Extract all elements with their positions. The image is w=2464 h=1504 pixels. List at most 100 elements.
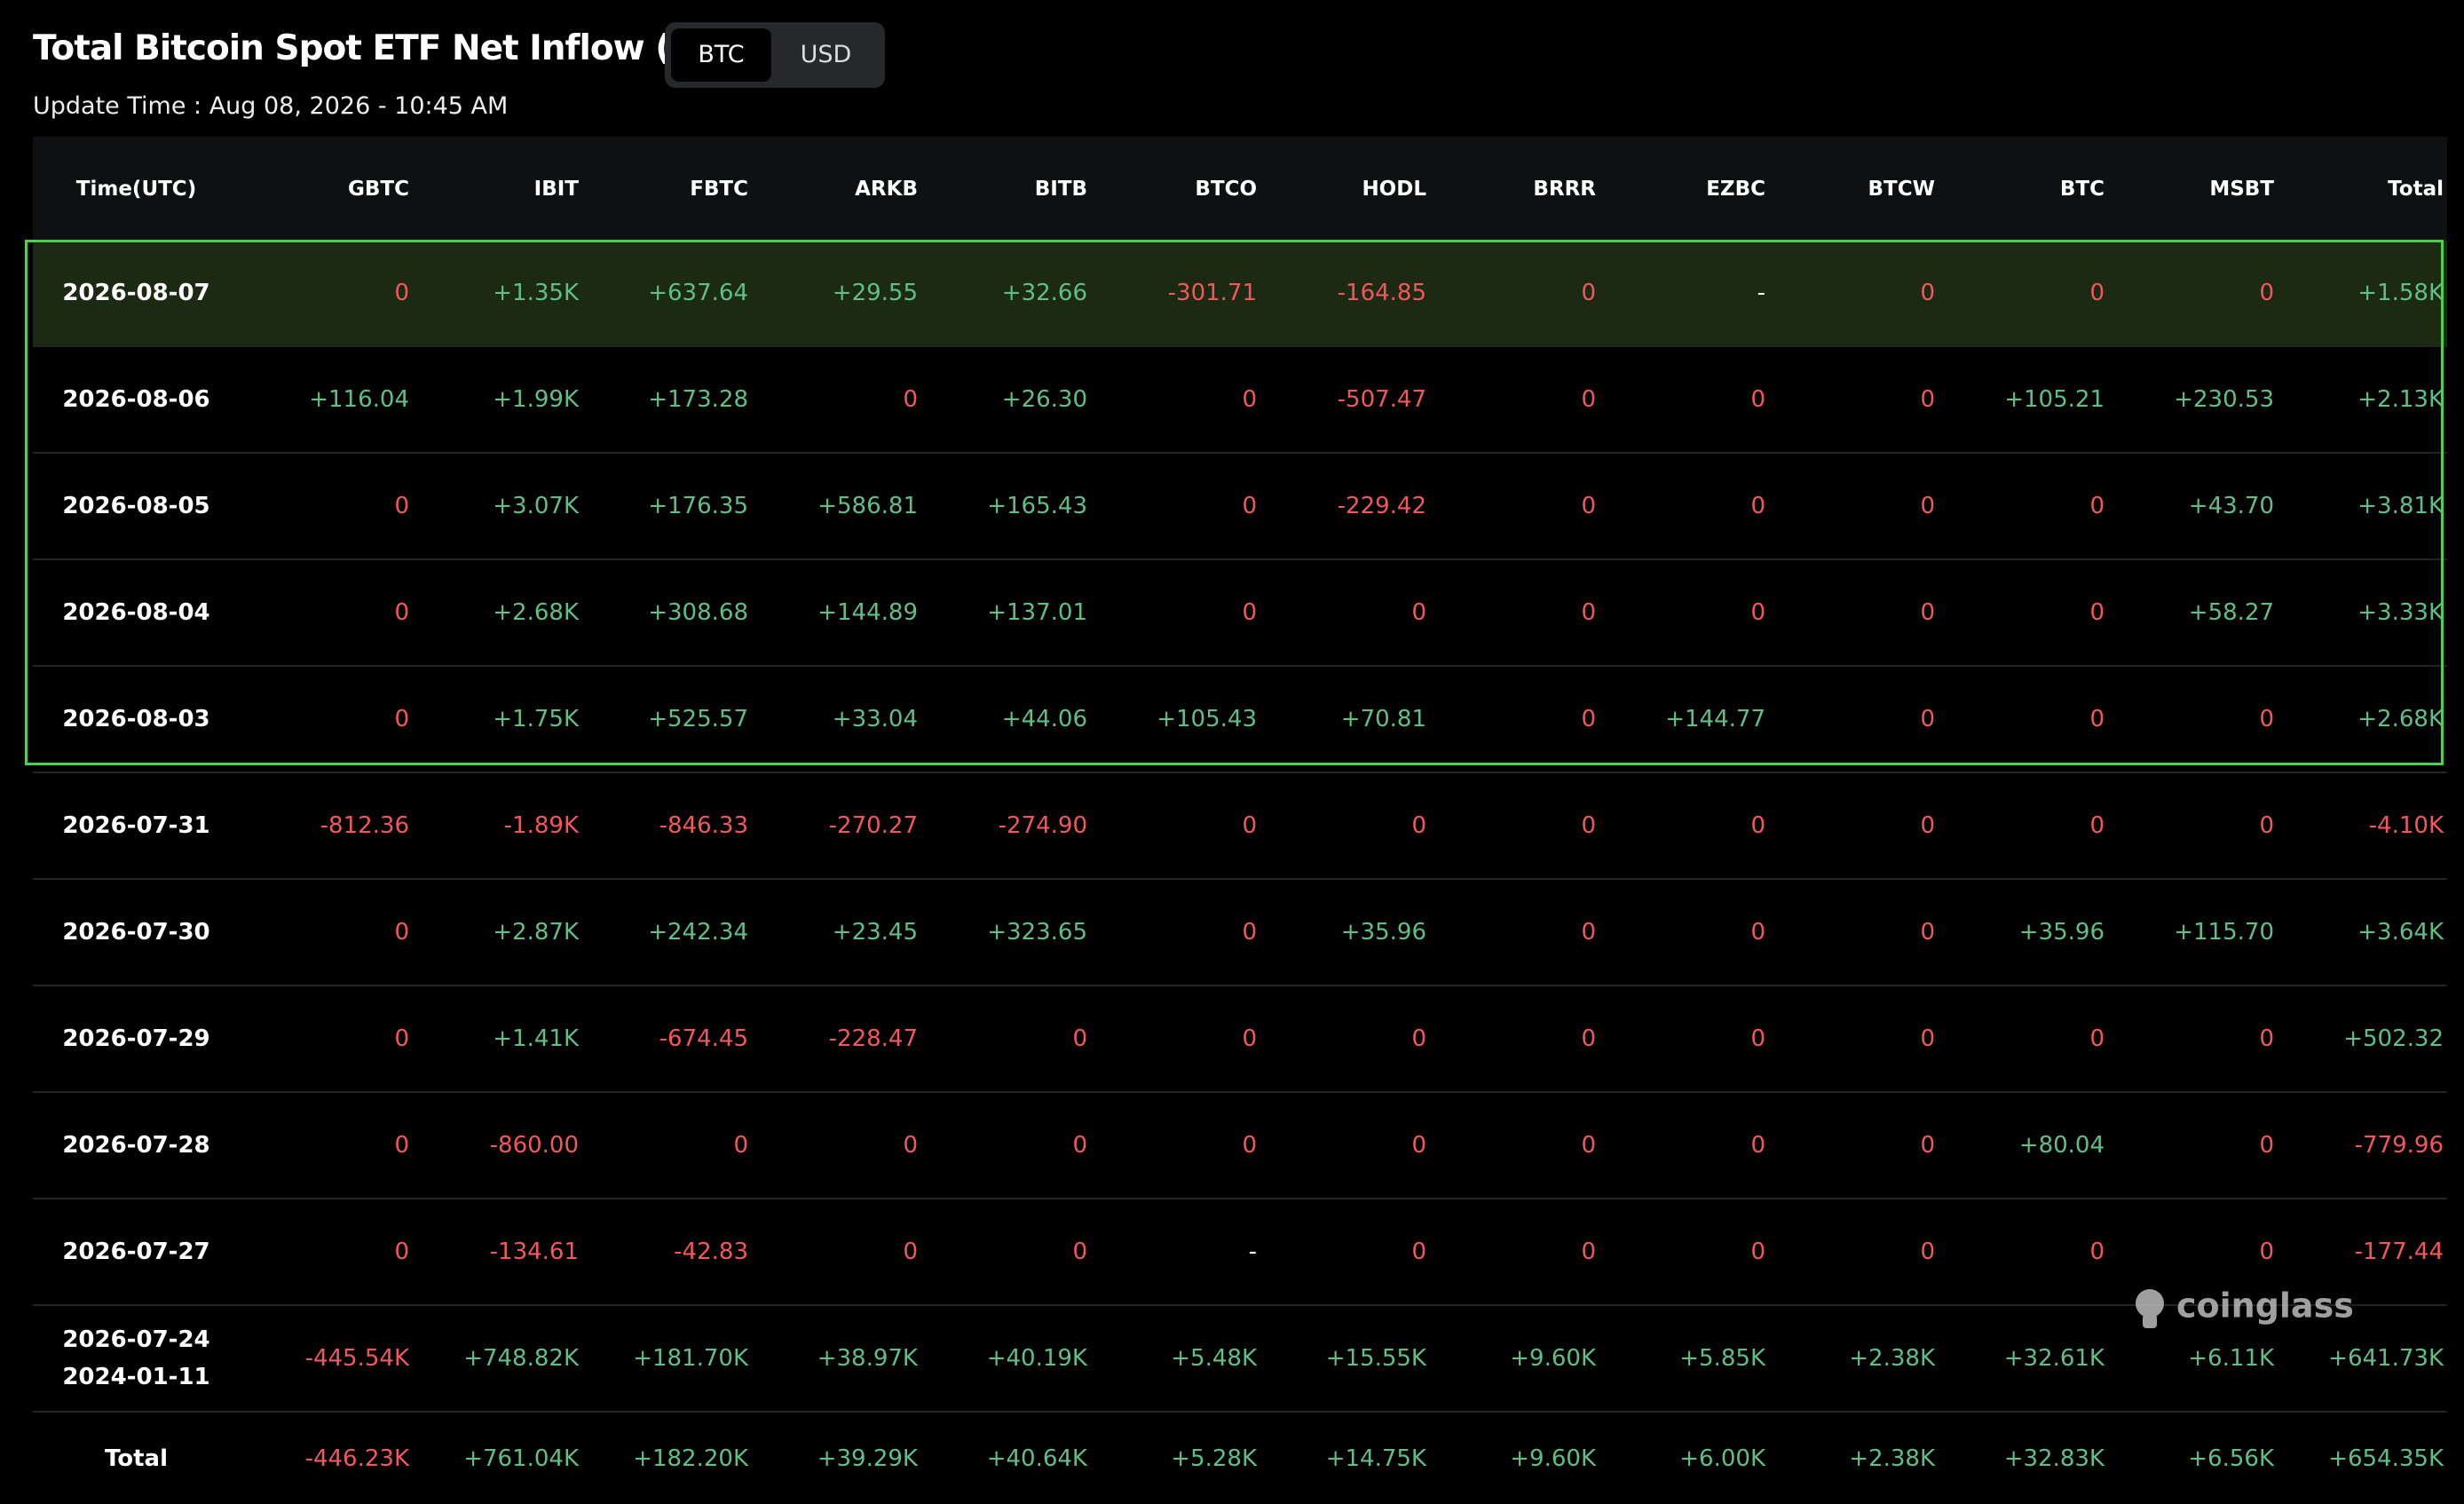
column-header: BTCW [1868,177,1935,201]
flow-value: 0 [1581,812,1596,839]
flow-value: 0 [1242,812,1257,839]
flow-value: -270.27 [828,812,918,839]
flow-value: +105.43 [1157,706,1257,732]
flow-value: 0 [394,919,409,946]
flow-value: 0 [2259,706,2274,732]
flow-value: 0 [1750,919,1765,946]
flow-value: +35.96 [1340,919,1426,946]
flow-value: 0 [2259,812,2274,839]
flow-value: 0 [1920,280,1935,306]
flow-value: +2.13K [2357,386,2444,413]
table-row: 2026-08-06 +116.04 +1.99K +173.28 0 +26.30 0 -5… [33,347,2447,454]
table-row: 2026-08-07 0 +1.35K +637.64 +29.55 +32.66 -301… [33,241,2447,347]
flow-value: -507.47 [1337,386,1426,413]
flow-value: +39.29K [817,1445,918,1472]
column-header: IBIT [533,177,579,201]
flow-value: 0 [1581,280,1596,306]
table-row: 2026-08-05 0 +3.07K +176.35 +586.81 +165.43 0 -… [33,454,2447,560]
column-header: MSBT [2209,177,2274,201]
toggle-usd[interactable]: USD [800,41,852,68]
table-row: 2026-08-03 0 +1.75K +525.57 +33.04 +44.06 +105… [33,667,2447,773]
flow-value: 0 [1750,493,1765,519]
flow-value: 0 [1072,1025,1087,1052]
flow-value: 0 [1581,493,1596,519]
flow-value: +105.21 [2004,386,2105,413]
flow-value: +761.04K [463,1445,579,1472]
column-header: BITB [1034,177,1087,201]
flow-value: 0 [903,1132,918,1159]
flow-value: +1.41K [493,1025,579,1052]
flow-value: -812.36 [320,812,409,839]
flow-value: -229.42 [1337,493,1426,519]
page-title: Total Bitcoin Spot ETF Net Inflow (BTC) [33,28,759,68]
flow-value: +3.07K [493,493,579,519]
date: 2026-07-28 [62,1132,210,1159]
flow-value: +144.89 [817,599,918,626]
flow-value: -228.47 [828,1025,918,1052]
flow-value: 0 [2259,1132,2274,1159]
flow-value: +43.70 [2188,493,2274,519]
unit-toggle: BTC USD [665,22,885,88]
flow-value: 0 [1411,1025,1426,1052]
flow-value: +2.87K [493,919,579,946]
table-row: 2026-07-31 -812.36 -1.89K -846.33 -270.27 -27… [33,773,2447,880]
column-header: Total [2388,177,2444,201]
column-header: EZBC [1706,177,1765,201]
date: Total [104,1445,169,1472]
flow-value: -446.23K [304,1445,409,1472]
flow-value: 0 [1411,1239,1426,1265]
watermark: coinglass [2130,1286,2354,1330]
flow-value: +1.99K [493,386,579,413]
flow-value: 0 [2089,493,2105,519]
flow-value: +33.04 [832,706,918,732]
flow-value: +144.77 [1665,706,1765,732]
flow-value: 0 [1750,386,1765,413]
flow-value: +6.00K [1679,1445,1765,1472]
flow-value: +3.64K [2357,919,2444,946]
flow-value: 0 [1920,599,1935,626]
flow-value: +15.55K [1325,1345,1426,1372]
flow-value: 0 [1920,1239,1935,1265]
update-time: Update Time : Aug 08, 2026 - 10:45 AM [33,92,509,120]
column-header: ARKB [855,177,918,201]
column-header: Time(UTC) [75,177,197,201]
date: 2026-07-30 [62,919,210,946]
flow-value: +137.01 [987,599,1087,626]
flow-value: +176.35 [648,493,748,519]
flow-value: -860.00 [489,1132,579,1159]
logo [2136,1289,2164,1328]
flow-value: 0 [1072,1239,1087,1265]
flow-value: 0 [2259,280,2274,306]
flow-value: +525.57 [648,706,748,732]
flow-value: +14.75K [1325,1445,1426,1472]
flow-value: 0 [1920,919,1935,946]
flow-value: 0 [1920,493,1935,519]
flow-value: 0 [1750,1025,1765,1052]
column-header: BRRR [1533,177,1596,201]
flow-value: +29.55 [832,280,918,306]
flow-value: 0 [733,1132,748,1159]
flow-value: -301.71 [1167,280,1257,306]
table-row: 2026-07-27 0 -134.61 -42.83 0 0 - 0 0 0 0 0 0 -177.44 [33,1199,2447,1306]
flow-value: 0 [2089,280,2105,306]
flow-value: +70.81 [1340,706,1426,732]
flow-value: +1.75K [493,706,579,732]
flow-value: +181.70K [633,1345,748,1372]
toggle-btc[interactable]: BTC [671,28,771,82]
flow-value: 0 [1581,1239,1596,1265]
flow-value: 0 [1242,1025,1257,1052]
flow-value: 0 [1920,1025,1935,1052]
flow-value: 0 [1750,812,1765,839]
flow-value: 0 [394,1132,409,1159]
flow-value: +5.85K [1679,1345,1765,1372]
flow-value: 0 [1411,812,1426,839]
flow-value: 0 [1242,1132,1257,1159]
flow-value: 0 [1411,599,1426,626]
flow-value: +242.34 [648,919,748,946]
flow-table: Time(UTC) GBTC IBIT FBTC ARKB BITB BTCO HODL BRR… [33,137,2447,1504]
table-row: Total -446.23K +761.04K +182.20K +39.29K +40.… [33,1413,2447,1504]
flow-value: +654.35K [2328,1445,2444,1472]
flow-value: +230.53 [2174,386,2274,413]
date: 2026-08-04 [62,599,210,626]
flow-value: -674.45 [659,1025,748,1052]
